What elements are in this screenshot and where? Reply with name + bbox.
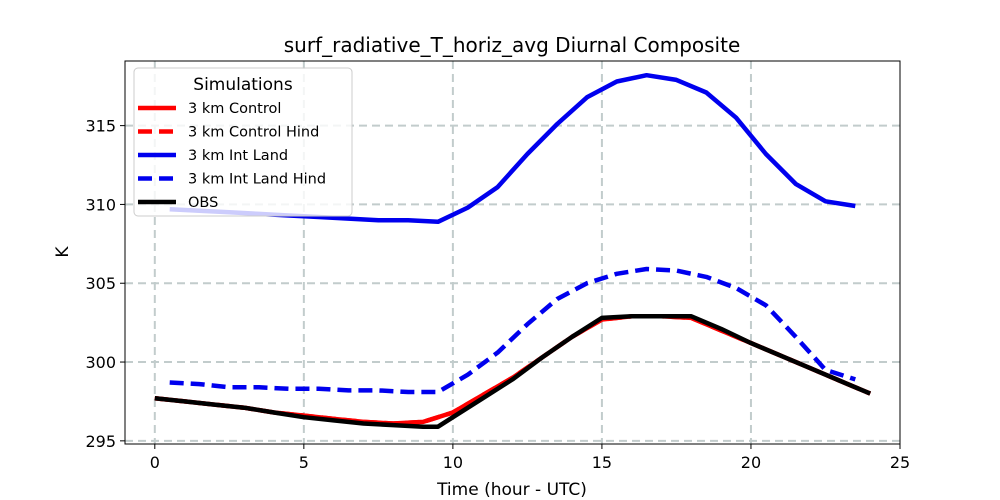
x-tick-label: 0 [150, 453, 160, 472]
legend-label-3-km-control: 3 km Control [188, 101, 281, 117]
grid [125, 61, 900, 444]
ticks: 0 5 10 15 20 25 295 300 305 310 315 [85, 117, 910, 472]
x-tick-label: 15 [592, 453, 612, 472]
y-tick-label: 305 [85, 274, 116, 293]
x-axis-label: Time (hour - UTC) [436, 480, 587, 500]
plot-frame [124, 60, 901, 445]
chart-title: surf_radiative_T_horiz_avg Diurnal Compo… [284, 33, 741, 57]
legend-title: Simulations [193, 75, 293, 95]
legend-label-3-km-int-land: 3 km Int Land [188, 148, 288, 164]
x-tick-label: 5 [299, 453, 309, 472]
series-line-3-km-int-land-hind [169, 266, 856, 395]
legend-label-obs: OBS [188, 195, 218, 211]
legend: Simulations 3 km Control 3 km Control Hin… [133, 67, 353, 217]
x-tick-label: 10 [443, 453, 463, 472]
legend-label-3-km-int-land-hind: 3 km Int Land Hind [188, 172, 326, 188]
y-tick-label: 295 [85, 432, 116, 451]
y-axis-label: K [53, 246, 73, 258]
legend-label-3-km-control-hind: 3 km Control Hind [188, 125, 319, 141]
x-tick-label: 25 [890, 453, 910, 472]
legend-box [133, 67, 353, 217]
y-tick-label: 300 [85, 353, 116, 372]
series-line-obs [154, 314, 872, 429]
y-tick-label: 315 [85, 117, 116, 136]
y-tick-label: 310 [85, 195, 116, 214]
x-tick-label: 20 [741, 453, 761, 472]
